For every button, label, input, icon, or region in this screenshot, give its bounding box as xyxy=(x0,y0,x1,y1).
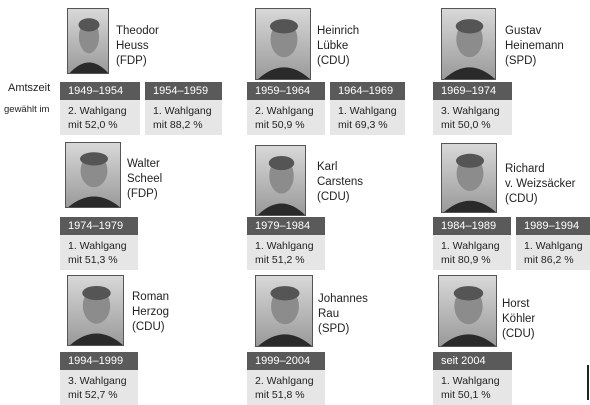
president-name: Horst xyxy=(502,297,529,312)
election-text: 1. Wahlgang xyxy=(338,104,405,118)
portrait xyxy=(255,8,311,80)
term-period: 1999–2004 xyxy=(247,352,325,370)
election-text: mit 51,3 % xyxy=(68,253,138,267)
election-text: mit 86,2 % xyxy=(524,253,590,267)
portrait-figure xyxy=(442,144,497,213)
portrait xyxy=(438,275,497,347)
portrait-figure xyxy=(256,9,311,80)
president-name: Karl xyxy=(317,160,337,175)
president-name: Scheel xyxy=(127,172,162,187)
president-name: (FDP) xyxy=(127,187,158,202)
president-name: Theodor xyxy=(116,24,159,39)
term-period: 1959–1964 xyxy=(247,82,325,100)
portrait xyxy=(441,143,497,213)
president-name: (CDU) xyxy=(505,192,538,207)
president-name: (SPD) xyxy=(505,54,536,69)
president-name: (CDU) xyxy=(502,327,535,342)
portrait xyxy=(65,142,121,208)
election-text: mit 52,0 % xyxy=(68,118,140,132)
portrait-figure xyxy=(256,146,306,216)
page: Bundespräsidenten html, body { margin: 0… xyxy=(0,0,590,400)
portrait xyxy=(67,275,124,346)
president-name: (CDU) xyxy=(317,190,350,205)
election-text: 3. Wahlgang xyxy=(441,104,512,118)
portrait-figure xyxy=(442,9,496,80)
president-name: Heinemann xyxy=(505,39,564,54)
election-text: 2. Wahlgang xyxy=(68,104,140,118)
portrait xyxy=(441,8,496,80)
term-period: 1989–1994 xyxy=(516,217,590,235)
term-period: 1979–1984 xyxy=(247,217,325,235)
edge-rule xyxy=(587,365,589,400)
term-label: Amtszeit xyxy=(8,82,50,94)
term-period: 1964–1969 xyxy=(330,82,405,100)
term-period: 1994–1999 xyxy=(60,352,138,370)
portrait-figure xyxy=(256,276,313,347)
election-text: 3. Wahlgang xyxy=(68,374,138,388)
president-name: v. Weizsäcker xyxy=(505,177,576,192)
election-text: mit 51,2 % xyxy=(255,253,325,267)
president-name: (SPD) xyxy=(318,322,349,337)
president-name: (CDU) xyxy=(132,320,165,335)
election-text: mit 50,9 % xyxy=(255,118,325,132)
election-text: 1. Wahlgang xyxy=(441,374,512,388)
president-name: (FDP) xyxy=(116,54,147,69)
president-name: Johannes xyxy=(318,292,368,307)
election-text: mit 50,0 % xyxy=(441,118,512,132)
president-name: Richard xyxy=(505,162,545,177)
president-name: Herzog xyxy=(132,305,169,320)
election-text: 1. Wahlgang xyxy=(68,239,138,253)
election-text: 2. Wahlgang xyxy=(255,104,325,118)
election-text: 1. Wahlgang xyxy=(441,239,511,253)
president-name: Carstens xyxy=(317,175,363,190)
election-text: mit 69,3 % xyxy=(338,118,405,132)
president-name: Roman xyxy=(132,290,169,305)
portrait xyxy=(67,8,109,74)
president-name: Heinrich xyxy=(317,24,359,39)
election-text: mit 88,2 % xyxy=(153,118,222,132)
portrait xyxy=(255,145,306,216)
election-text: 1. Wahlgang xyxy=(255,239,325,253)
election-text: 1. Wahlgang xyxy=(524,239,590,253)
term-period: 1949–1954 xyxy=(60,82,140,100)
election-text: mit 80,9 % xyxy=(441,253,511,267)
infographic: {"labels": {"term": "Amtszeit", "elected… xyxy=(0,0,590,400)
president-name: Walter xyxy=(127,157,160,172)
portrait-figure xyxy=(68,9,109,74)
elected-label: gewählt im xyxy=(4,104,49,115)
president-name: Heuss xyxy=(116,39,149,54)
portrait-figure xyxy=(66,143,121,208)
president-name: Lübke xyxy=(317,39,348,54)
portrait-figure xyxy=(68,276,124,346)
term-period: seit 2004 xyxy=(433,352,512,370)
president-name: Gustav xyxy=(505,24,541,39)
term-period: 1974–1979 xyxy=(60,217,138,235)
election-text: 1. Wahlgang xyxy=(153,104,222,118)
term-period: 1954–1959 xyxy=(145,82,222,100)
president-name: Rau xyxy=(318,307,339,322)
term-period: 1984–1989 xyxy=(433,217,511,235)
president-name: (CDU) xyxy=(317,54,350,69)
portrait xyxy=(255,275,313,347)
term-period: 1969–1974 xyxy=(433,82,512,100)
portrait-figure xyxy=(439,276,497,347)
president-name: Köhler xyxy=(502,312,535,327)
election-text: 2. Wahlgang xyxy=(255,374,325,388)
